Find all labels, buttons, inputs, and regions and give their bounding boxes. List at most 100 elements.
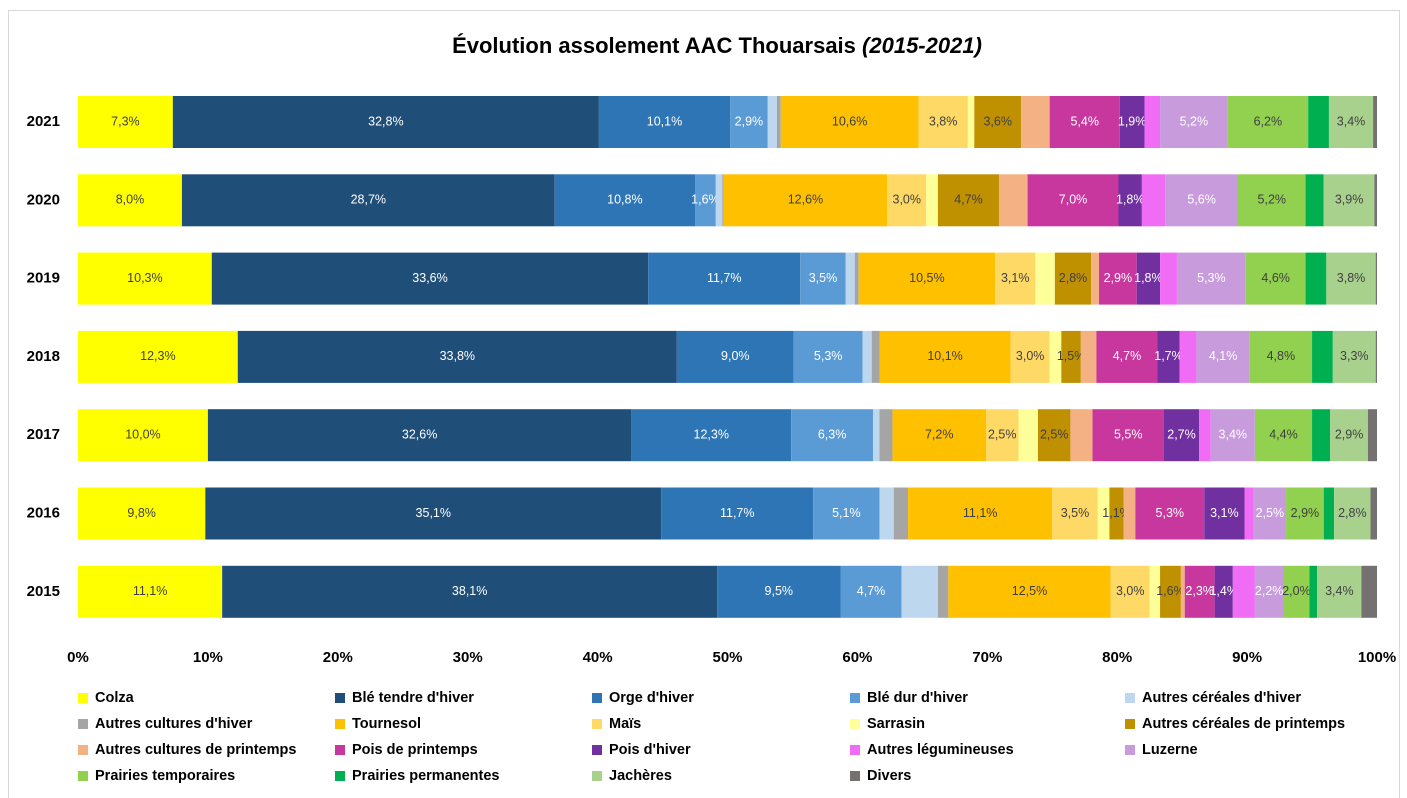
bar-segment bbox=[1052, 487, 1098, 540]
bar-segment bbox=[879, 487, 894, 540]
value-label: 3,5% bbox=[809, 271, 838, 285]
bar-segment bbox=[793, 330, 863, 383]
legend-swatch bbox=[850, 745, 860, 755]
bar-segment bbox=[879, 330, 1011, 383]
legend-label: Maïs bbox=[609, 716, 641, 732]
bar-segment bbox=[1097, 487, 1110, 540]
value-label: 11,1% bbox=[133, 584, 168, 598]
bar-segment bbox=[1361, 565, 1377, 618]
legend-label: Autres légumineuses bbox=[867, 742, 1014, 758]
x-tick-label: 80% bbox=[1102, 649, 1132, 666]
legend-swatch bbox=[1125, 693, 1135, 703]
value-label: 2,8% bbox=[1059, 271, 1088, 285]
bar-segment bbox=[1375, 330, 1377, 383]
value-label: 4,1% bbox=[1209, 349, 1238, 363]
bar-segment bbox=[78, 96, 173, 148]
value-label: 10,3% bbox=[127, 271, 162, 285]
bar-segment bbox=[967, 96, 975, 148]
value-label: 2,9% bbox=[1291, 506, 1320, 520]
bar-segment bbox=[1214, 565, 1233, 618]
legend-swatch bbox=[850, 771, 860, 781]
value-label: 5,3% bbox=[1156, 506, 1185, 520]
value-label: 9,0% bbox=[721, 349, 750, 363]
bar-segment bbox=[1109, 487, 1124, 540]
bar-segment bbox=[1160, 565, 1181, 618]
bar-segment bbox=[1323, 487, 1335, 540]
value-label: 3,8% bbox=[1337, 271, 1366, 285]
bar-segment bbox=[854, 252, 859, 305]
bar-segment bbox=[1091, 252, 1100, 305]
bar-segment bbox=[661, 487, 814, 540]
bar-segment bbox=[1305, 252, 1327, 305]
value-label: 5,3% bbox=[814, 349, 843, 363]
value-label: 1,7% bbox=[1154, 349, 1183, 363]
bar-segment bbox=[893, 487, 909, 540]
bar-segment bbox=[78, 330, 238, 383]
value-label: 3,0% bbox=[1016, 349, 1045, 363]
bar-segment bbox=[1245, 252, 1306, 305]
value-label: 10,6% bbox=[832, 114, 867, 128]
bar-segment bbox=[1180, 565, 1185, 618]
value-label: 4,7% bbox=[1113, 349, 1142, 363]
category-label: 2021 bbox=[27, 113, 60, 130]
bar-segment bbox=[767, 96, 777, 148]
bar-segment bbox=[858, 252, 996, 305]
value-label: 1,6% bbox=[691, 193, 720, 207]
bar-segment bbox=[776, 96, 781, 148]
legend-swatch bbox=[335, 771, 345, 781]
legend-label: Tournesol bbox=[352, 716, 421, 732]
legend-swatch bbox=[592, 693, 602, 703]
bar-segment bbox=[1283, 565, 1310, 618]
bar-segment bbox=[1238, 174, 1306, 227]
value-label: 1,8% bbox=[1116, 193, 1145, 207]
value-label: 7,2% bbox=[925, 427, 954, 441]
value-label: 9,5% bbox=[765, 584, 794, 598]
bar-segment bbox=[879, 409, 893, 462]
value-label: 2,8% bbox=[1338, 506, 1367, 520]
bar-segment bbox=[974, 96, 1022, 148]
bar-segment bbox=[1021, 96, 1050, 148]
value-label: 1,5% bbox=[1057, 349, 1086, 363]
value-label: 1,4% bbox=[1209, 584, 1238, 598]
bar-segment bbox=[1027, 174, 1119, 227]
legend-label: Jachères bbox=[609, 768, 672, 784]
bar-segment bbox=[676, 330, 794, 383]
legend-label: Orge d'hiver bbox=[609, 690, 694, 706]
bar-segment bbox=[78, 487, 206, 540]
bar-segment bbox=[222, 565, 718, 618]
bar-segment bbox=[1309, 565, 1318, 618]
bar-segment bbox=[1080, 330, 1097, 383]
legend-label: Autres cultures d'hiver bbox=[95, 716, 253, 732]
value-label: 3,0% bbox=[893, 193, 922, 207]
bar-segment bbox=[1373, 96, 1377, 148]
value-label: 38,1% bbox=[452, 584, 487, 598]
bar-segment bbox=[648, 252, 801, 305]
bar-segment bbox=[1254, 565, 1284, 618]
legend-swatch bbox=[335, 745, 345, 755]
bar-segment bbox=[1119, 96, 1145, 148]
value-label: 2,2% bbox=[1255, 584, 1284, 598]
bar-segment bbox=[1118, 174, 1142, 227]
value-label: 9,8% bbox=[127, 506, 156, 520]
x-tick-label: 10% bbox=[193, 649, 223, 666]
x-tick-label: 60% bbox=[842, 649, 872, 666]
value-label: 3,4% bbox=[1219, 427, 1248, 441]
bar-segment bbox=[1149, 565, 1161, 618]
bar-segment bbox=[948, 565, 1111, 618]
bar-segment bbox=[181, 174, 555, 227]
bar-segment bbox=[995, 252, 1036, 305]
bar-segment bbox=[1096, 330, 1158, 383]
bar-segment bbox=[1286, 487, 1324, 540]
value-label: 11,7% bbox=[720, 506, 755, 520]
bar-segment bbox=[780, 96, 919, 148]
bar-segment bbox=[1312, 409, 1331, 462]
bar-segment bbox=[631, 409, 792, 462]
legend-label: Prairies permanentes bbox=[352, 768, 500, 784]
value-label: 32,8% bbox=[368, 114, 403, 128]
bar-segment bbox=[1244, 487, 1254, 540]
value-label: 2,9% bbox=[1104, 271, 1133, 285]
x-tick-label: 20% bbox=[323, 649, 353, 666]
bar-segment bbox=[1375, 252, 1377, 305]
bar-segment bbox=[78, 565, 223, 618]
bar-segment bbox=[918, 96, 968, 148]
